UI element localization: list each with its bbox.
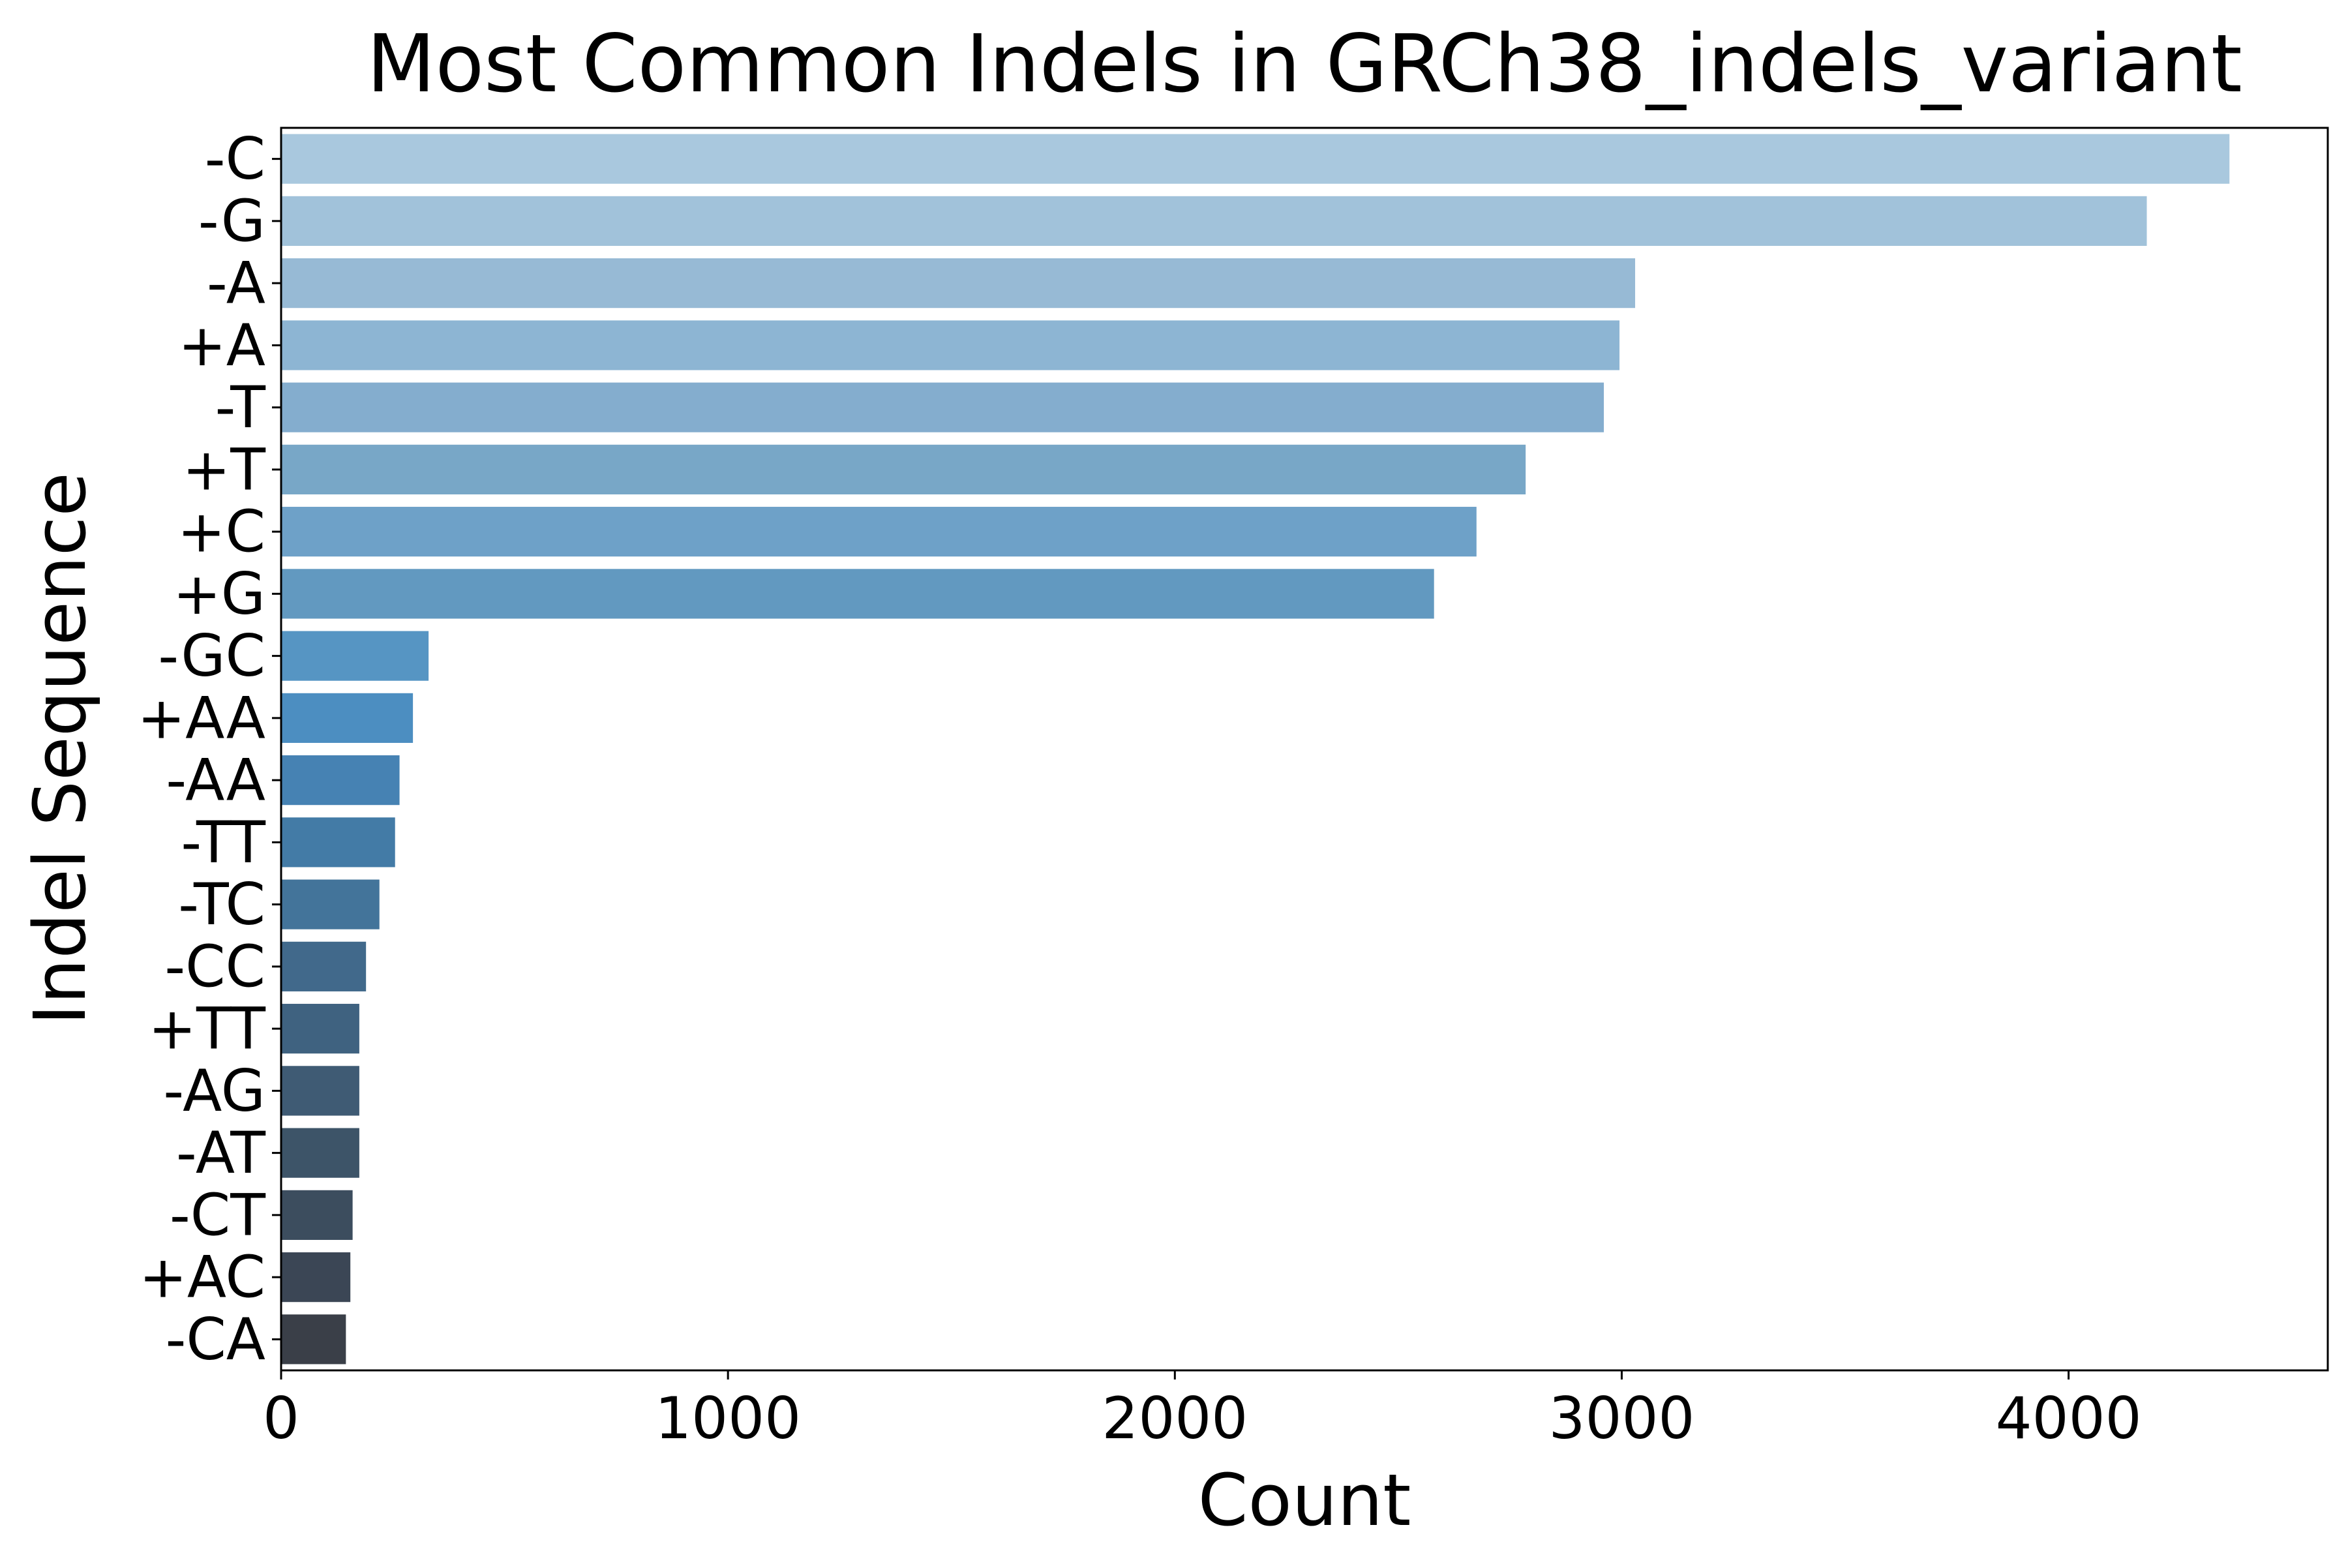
y-tick-label: -GC: [158, 622, 265, 689]
y-tick-label: -CA: [166, 1306, 265, 1373]
x-tick-label: 0: [263, 1385, 299, 1452]
bar-+TT: [281, 1004, 359, 1054]
bar--AG: [281, 1066, 359, 1116]
bar--CA: [281, 1314, 346, 1364]
bar--AA: [281, 755, 400, 806]
y-tick-label: +A: [178, 312, 265, 379]
bar-+A: [281, 320, 1620, 370]
bar--CC: [281, 941, 367, 991]
y-tick-label: +G: [173, 560, 265, 627]
bar-+AA: [281, 693, 414, 743]
plot-frame: [280, 127, 2329, 1372]
y-tick-label: -AT: [176, 1119, 266, 1186]
bar-+C: [281, 507, 1477, 557]
x-tick-label: 2000: [1102, 1385, 1248, 1452]
y-tick-label: -AA: [166, 747, 265, 814]
y-tick-label: -C: [205, 125, 265, 192]
bar--C: [281, 134, 2230, 184]
bar--G: [281, 196, 2147, 246]
y-tick-label: -AG: [163, 1057, 265, 1124]
y-tick-label: -CC: [164, 933, 265, 1000]
x-tick-label: 1000: [655, 1385, 801, 1452]
y-tick-label: +C: [177, 498, 265, 565]
y-tick-label: -TC: [178, 871, 265, 938]
y-tick-label: -T: [215, 374, 267, 441]
bar-+G: [281, 569, 1434, 619]
bar-+AC: [281, 1252, 351, 1303]
x-tick-label: 4000: [1996, 1385, 2142, 1452]
bar--TT: [281, 817, 395, 867]
chart-title: Most Common Indels in GRCh38_indels_vari…: [367, 18, 2242, 110]
y-axis-ticks: -C-G-A+A-T+T+C+G-GC+AA-AA-TT-TC-CC+TT-AG…: [137, 125, 281, 1373]
bar--A: [281, 258, 1636, 309]
x-tick-label: 3000: [1548, 1385, 1694, 1452]
y-tick-label: -CT: [170, 1181, 266, 1248]
bar--CT: [281, 1190, 353, 1240]
bar-+T: [281, 444, 1526, 494]
y-tick-label: +AA: [137, 684, 265, 751]
y-axis-label: Indel Sequence: [18, 472, 102, 1025]
bar--TC: [281, 879, 380, 929]
bar--T: [281, 382, 1604, 432]
y-tick-label: +AC: [139, 1244, 265, 1311]
y-tick-label: -G: [198, 187, 265, 254]
y-tick-label: +TT: [148, 995, 266, 1063]
y-tick-label: -A: [207, 250, 265, 317]
x-axis-label: Count: [1198, 1458, 1411, 1542]
bars-layer: [281, 134, 2230, 1364]
y-tick-label: -TT: [181, 809, 266, 876]
y-tick-label: +T: [183, 436, 267, 503]
bar--AT: [281, 1128, 359, 1178]
bar--GC: [281, 631, 429, 681]
x-axis-ticks: 0 1000 2000 3000 4000: [263, 1370, 2142, 1452]
